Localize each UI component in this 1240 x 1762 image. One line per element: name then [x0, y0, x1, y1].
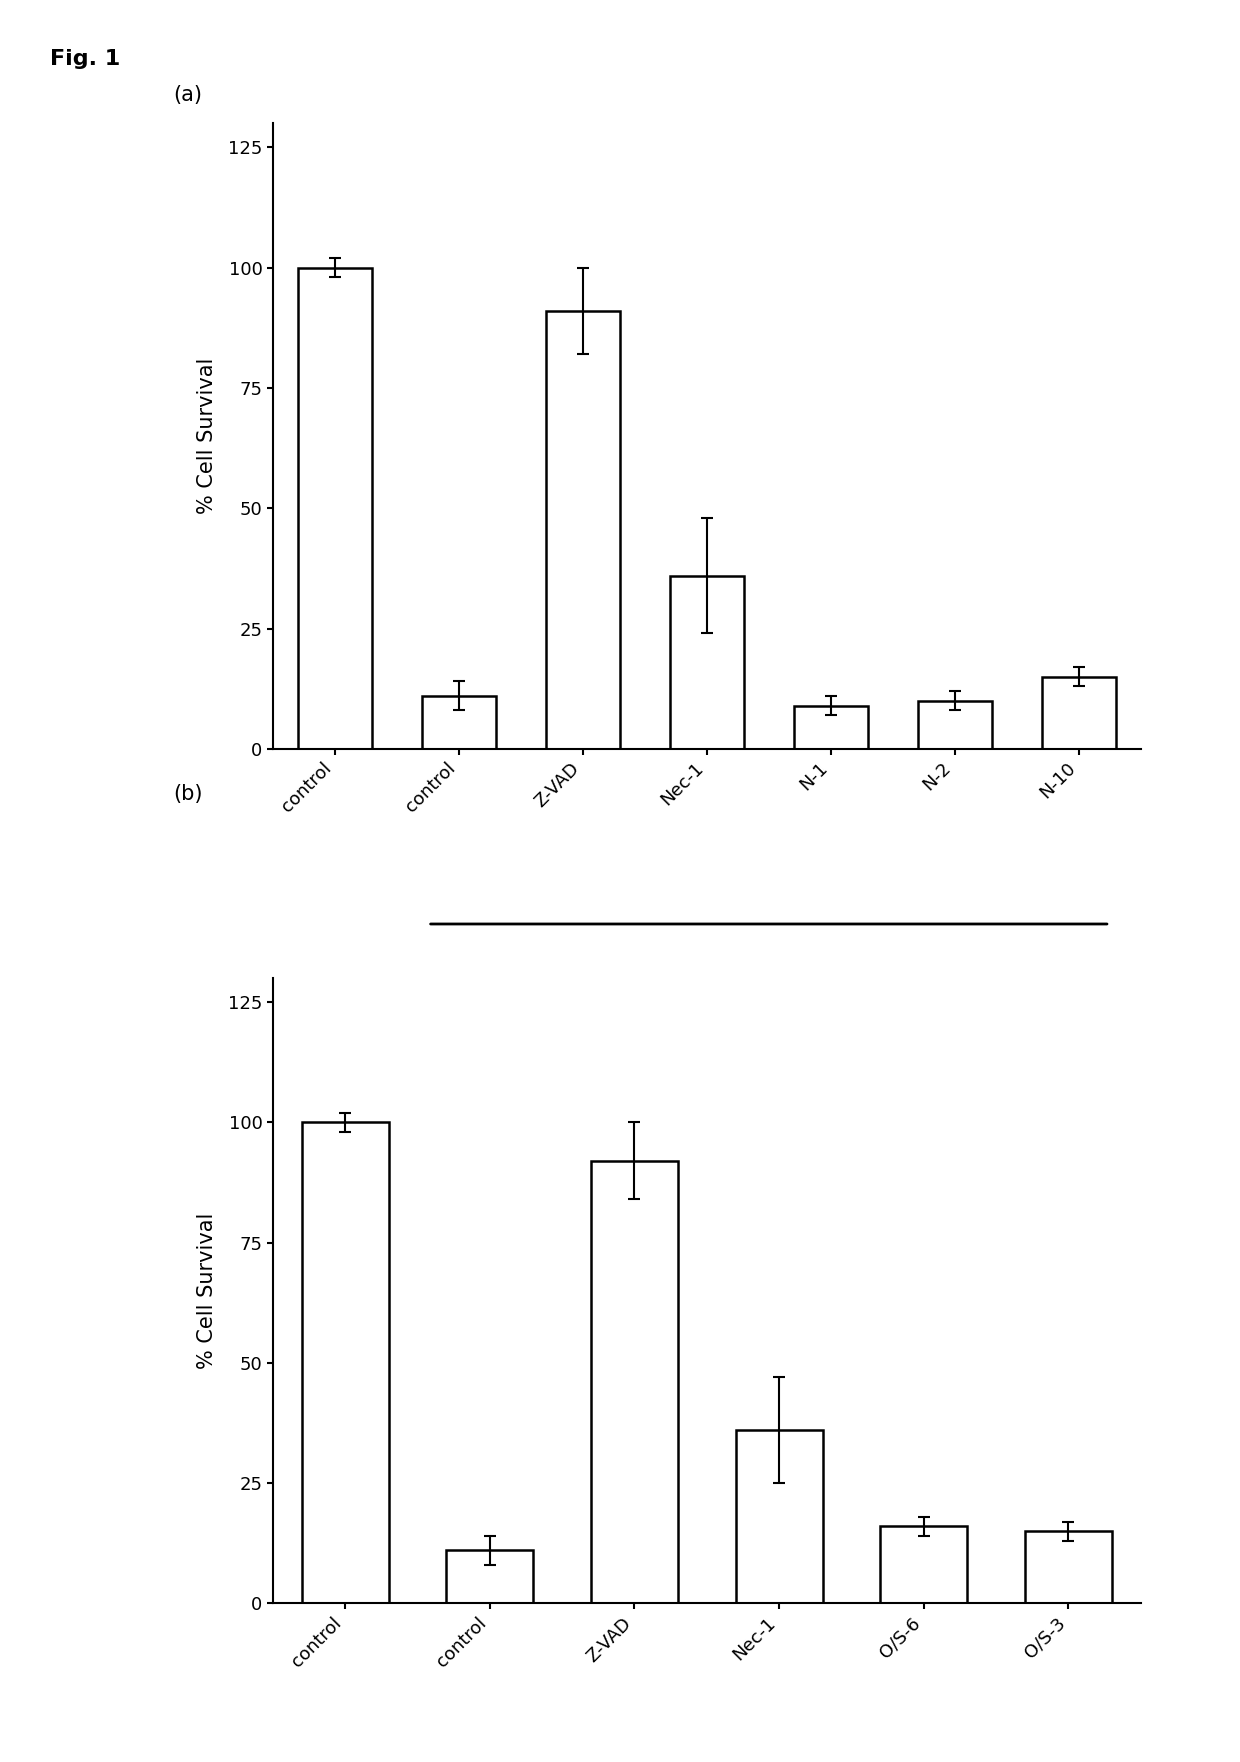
Y-axis label: % Cell Survival: % Cell Survival [197, 1212, 217, 1369]
Bar [301, 1122, 388, 1603]
Bar [794, 705, 868, 749]
Y-axis label: % Cell Survival: % Cell Survival [197, 358, 217, 515]
Bar [1025, 1531, 1112, 1603]
Bar [670, 576, 744, 749]
Bar [880, 1526, 967, 1603]
Text: + TNFα: + TNFα [729, 987, 808, 1006]
Bar [918, 701, 992, 749]
Bar [298, 268, 372, 749]
Text: (b): (b) [174, 784, 203, 803]
Bar [1042, 677, 1116, 749]
Bar [422, 696, 496, 749]
Bar [591, 1161, 678, 1603]
Bar [546, 312, 620, 749]
Bar [735, 1431, 822, 1603]
Bar [446, 1551, 533, 1603]
Text: (a): (a) [174, 85, 202, 104]
Text: Fig. 1: Fig. 1 [50, 49, 120, 69]
